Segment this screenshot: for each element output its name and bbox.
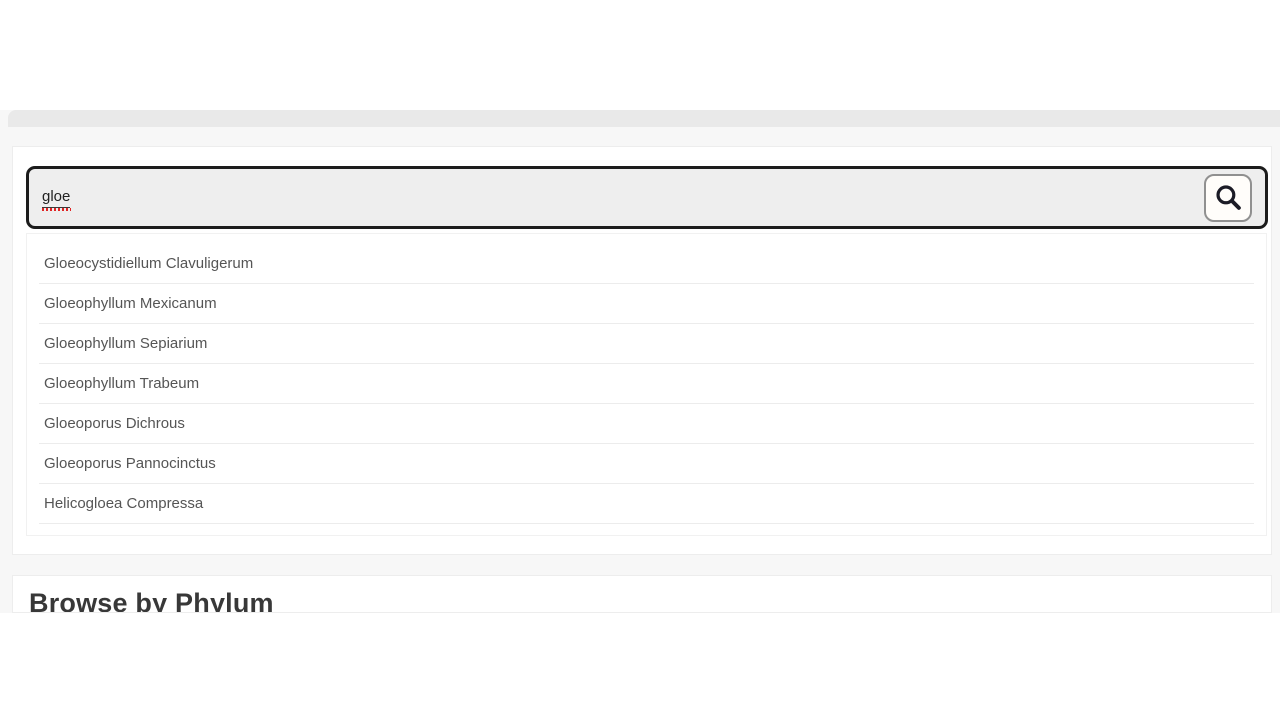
suggestion-item[interactable]: Gloeocystidiellum Clavuligerum <box>39 244 1254 284</box>
collapsed-nav-bar <box>8 110 1280 127</box>
suggestion-item[interactable]: Gloeoporus Dichrous <box>39 404 1254 444</box>
magnifier-icon <box>1214 183 1243 212</box>
search-input[interactable]: gloe <box>26 166 1268 229</box>
search-button[interactable] <box>1204 173 1252 222</box>
browse-by-phylum-card: Browse by Phylum <box>12 575 1272 613</box>
search-suggestions-dropdown: Gloeocystidiellum Clavuligerum Gloeophyl… <box>26 233 1267 536</box>
browse-by-phylum-heading: Browse by Phylum <box>29 588 274 613</box>
suggestion-item[interactable]: Gloeophyllum Mexicanum <box>39 284 1254 324</box>
suggestion-item[interactable]: Gloeophyllum Sepiarium <box>39 324 1254 364</box>
page-body-section: gloe Gloeocystidiellum Clavuligerum Gloe… <box>0 110 1280 613</box>
search-input-value: gloe <box>42 188 72 211</box>
suggestion-item[interactable]: Helicogloea Compressa <box>39 484 1254 524</box>
search-card: gloe Gloeocystidiellum Clavuligerum Gloe… <box>12 146 1272 555</box>
suggestion-item[interactable]: Gloeoporus Pannocinctus <box>39 444 1254 484</box>
suggestion-item[interactable]: Gloeophyllum Trabeum <box>39 364 1254 404</box>
